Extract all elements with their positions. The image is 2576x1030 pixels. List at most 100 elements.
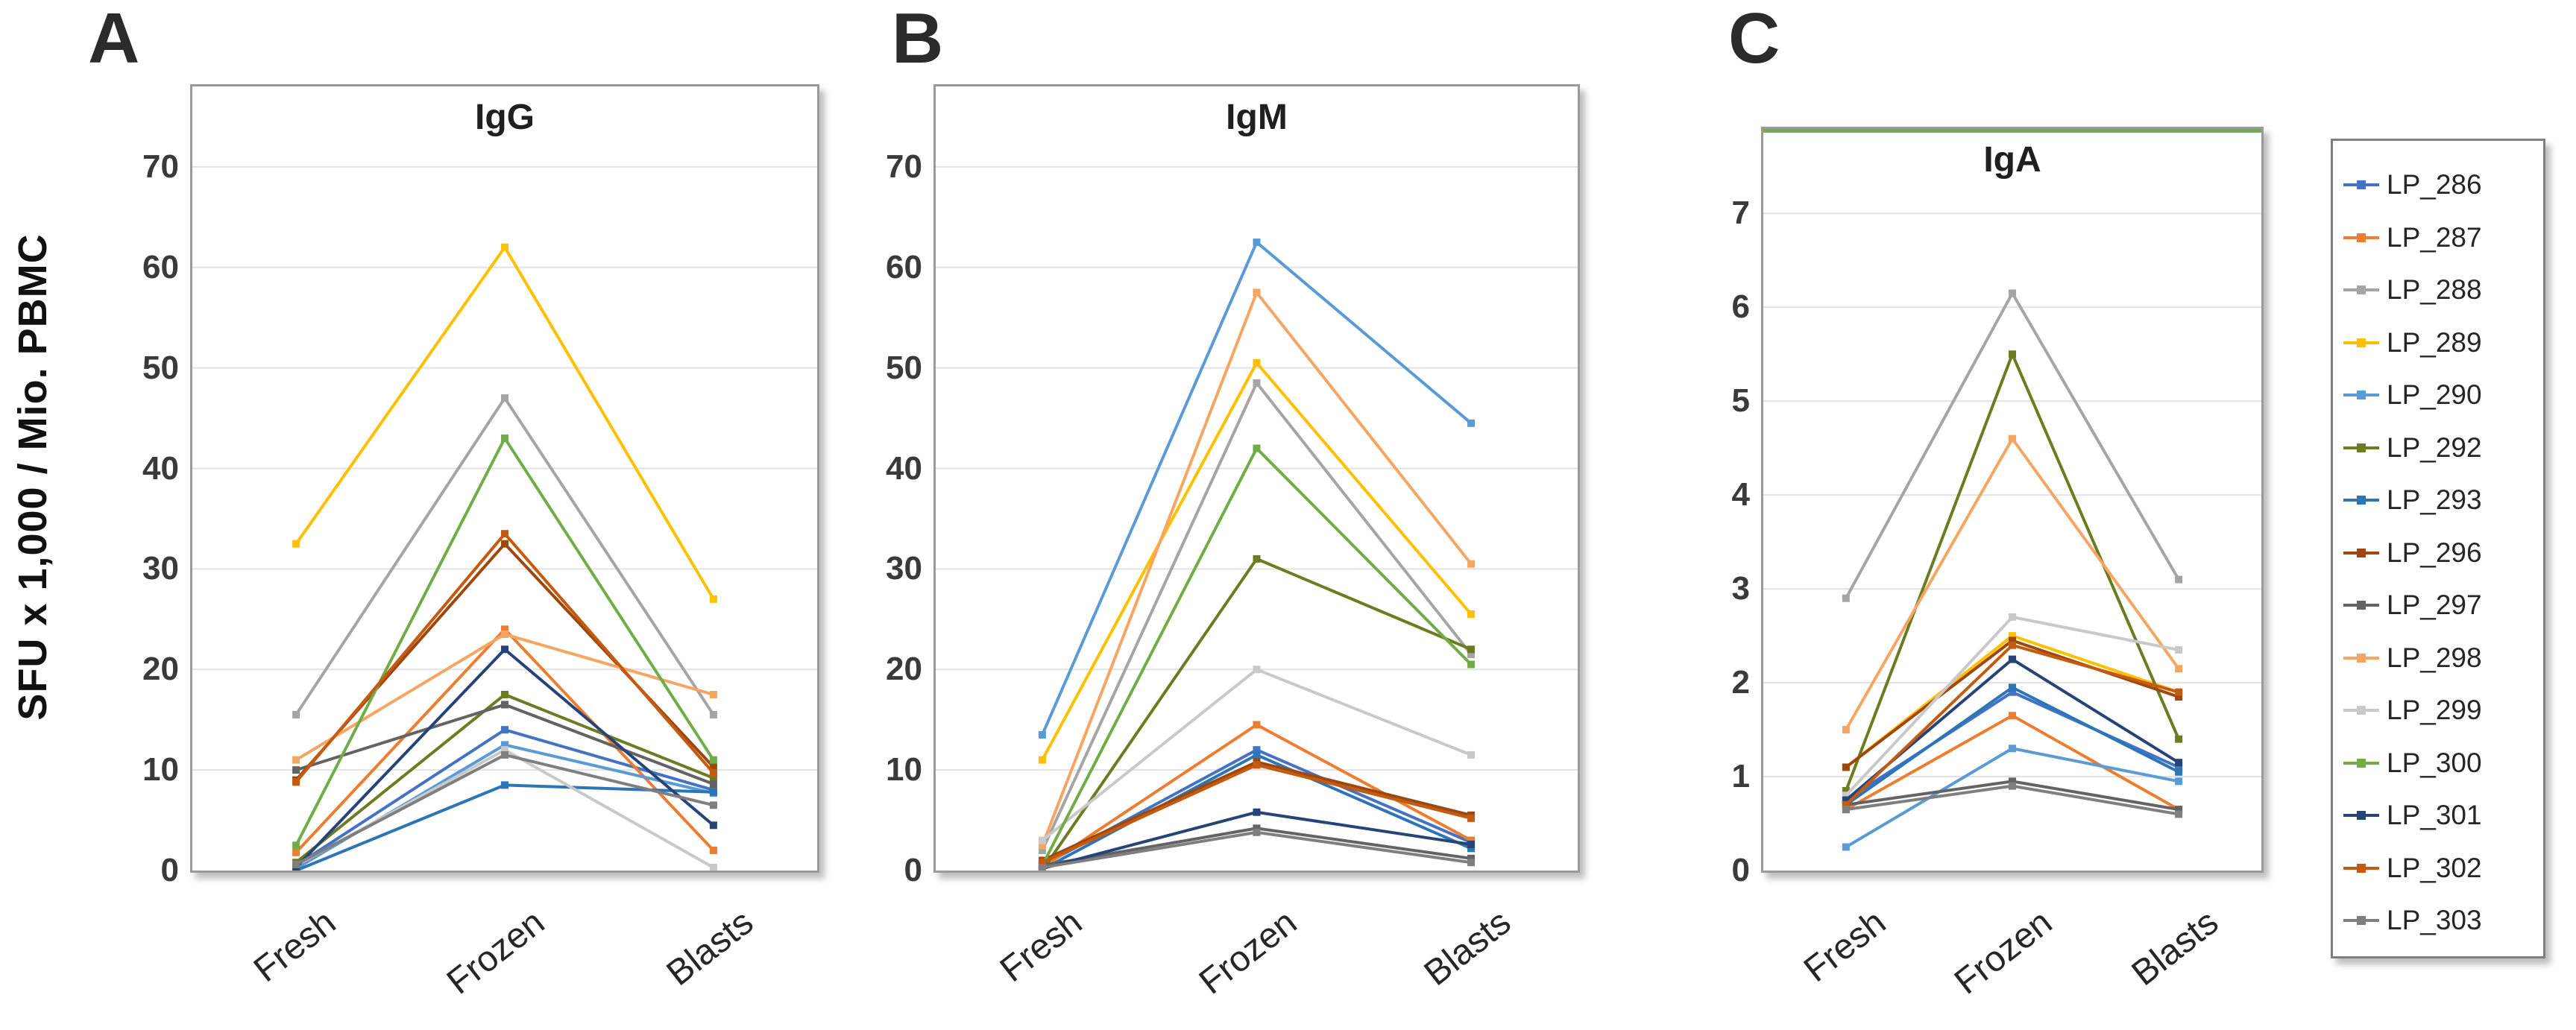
series-marker-LP_296 xyxy=(2175,692,2183,701)
series-marker-LP_292 xyxy=(1467,645,1476,654)
series-marker-LP_299 xyxy=(501,746,508,754)
legend-label: LP_288 xyxy=(2387,274,2482,306)
series-marker-LP_287 xyxy=(1253,721,1261,729)
y-tick-label: 40 xyxy=(886,449,922,487)
series-line-LP_290 xyxy=(295,743,714,871)
series-marker-LP_298 xyxy=(1038,841,1046,850)
legend-item-LP_289: LP_289 xyxy=(2343,317,2543,370)
series-marker-LP_300 xyxy=(501,435,508,443)
y-tick-label: 1 xyxy=(1731,758,1750,795)
series-marker-LP_293 xyxy=(2175,768,2183,776)
series-marker-LP_303 xyxy=(501,751,508,759)
series-line-LP_290 xyxy=(1041,239,1473,736)
legend-swatch-icon xyxy=(2343,863,2379,873)
legend-label: LP_287 xyxy=(2387,221,2482,253)
series-marker-LP_300 xyxy=(292,841,300,850)
series-marker-LP_288 xyxy=(1467,651,1476,659)
y-axis-title: SFU x 1,000 / Mio. PBMC xyxy=(10,233,55,721)
series-marker-LP_290 xyxy=(2175,777,2183,786)
x-category-label: Fresh xyxy=(1796,902,1894,990)
y-tick-label: 20 xyxy=(142,651,179,688)
series-marker-LP_288 xyxy=(2009,289,2016,297)
plot-area-IgA xyxy=(1763,129,2261,851)
series-marker-LP_292 xyxy=(2175,735,2183,743)
y-tick-label: 0 xyxy=(160,852,179,888)
panel-letter-a: A xyxy=(88,0,140,78)
series-marker-LP_290 xyxy=(1038,730,1046,739)
series-marker-LP_293 xyxy=(709,788,717,796)
y-tick-label: 60 xyxy=(886,248,922,285)
series-marker-LP_301 xyxy=(2175,759,2183,767)
legend-label: LP_286 xyxy=(2387,169,2482,200)
series-marker-LP_292 xyxy=(2009,350,2016,358)
plot-area-IgG xyxy=(192,165,817,871)
series-marker-LP_298 xyxy=(2175,665,2183,673)
series-marker-LP_293 xyxy=(2009,683,2016,692)
series-marker-LP_292 xyxy=(1253,555,1261,563)
series-marker-LP_299 xyxy=(1038,836,1046,844)
series-marker-LP_298 xyxy=(1253,288,1261,297)
x-category-label: Blasts xyxy=(659,902,761,994)
series-marker-LP_286 xyxy=(1253,746,1261,754)
series-marker-LP_298 xyxy=(1467,560,1476,568)
series-marker-LP_302 xyxy=(2175,688,2183,696)
series-marker-LP_302 xyxy=(2009,641,2016,649)
legend-item-LP_293: LP_293 xyxy=(2343,474,2543,527)
panel-letter-b: B xyxy=(892,0,944,78)
series-marker-LP_301 xyxy=(501,645,508,654)
series-marker-LP_296 xyxy=(709,763,717,771)
series-marker-LP_299 xyxy=(1253,666,1261,674)
series-marker-LP_303 xyxy=(1253,828,1261,836)
series-marker-LP_297 xyxy=(292,766,300,774)
series-marker-LP_290 xyxy=(1467,419,1476,427)
legend-swatch-icon xyxy=(2343,496,2379,505)
legend-swatch-icon xyxy=(2343,180,2379,190)
y-tick-label: 70 xyxy=(886,148,922,185)
legend-swatch-icon xyxy=(2343,601,2379,610)
series-marker-LP_301 xyxy=(1253,808,1261,816)
series-marker-LP_288 xyxy=(709,710,717,718)
y-tick-label: 0 xyxy=(904,852,922,888)
legend-item-LP_300: LP_300 xyxy=(2343,737,2543,790)
chart-igg-title: IgG xyxy=(475,98,535,137)
legend-label: LP_292 xyxy=(2387,432,2482,463)
legend-item-LP_287: LP_287 xyxy=(2343,212,2543,265)
series-marker-LP_298 xyxy=(1842,726,1850,734)
series-line-LP_288 xyxy=(1845,290,2180,599)
y-tick-label: 60 xyxy=(142,248,179,285)
legend-swatch-icon xyxy=(2343,653,2379,663)
series-marker-LP_302 xyxy=(501,530,508,538)
legend-item-LP_303: LP_303 xyxy=(2343,894,2543,947)
legend-item-LP_298: LP_298 xyxy=(2343,632,2543,685)
chart-igg: IgG 0 10 20 30 40 50 60 70 Fresh Frozen Blasts xyxy=(142,84,819,1002)
series-marker-LP_286 xyxy=(501,726,508,734)
series-marker-LP_289 xyxy=(709,595,717,603)
series-line-LP_288 xyxy=(1041,380,1473,851)
series-marker-LP_302 xyxy=(1038,859,1046,867)
y-tick-label: 7 xyxy=(1731,195,1750,232)
legend-swatch-icon xyxy=(2343,706,2379,715)
series-marker-LP_303 xyxy=(1467,859,1476,867)
series-line-LP_293 xyxy=(295,783,714,871)
legend-swatch-icon xyxy=(2343,758,2379,768)
series-marker-LP_298 xyxy=(501,631,508,639)
series-marker-LP_289 xyxy=(1038,756,1046,764)
chart-igm: IgM 0 10 20 30 40 50 60 70 Fresh Frozen Blasts xyxy=(886,84,1580,1002)
series-marker-LP_301 xyxy=(1467,840,1476,848)
series-marker-LP_299 xyxy=(1842,792,1850,800)
y-tick-label: 40 xyxy=(142,449,179,487)
legend-swatch-icon xyxy=(2343,548,2379,557)
legend-swatch-icon xyxy=(2343,811,2379,821)
chart-iga: IgA 0 1 2 3 4 5 6 7 Fresh Frozen Blasts xyxy=(1732,127,2264,1002)
series-marker-LP_288 xyxy=(1038,847,1046,855)
legend: LP_286 LP_287 LP_288 LP_289 LP_290 LP_292 LP_2… xyxy=(2331,139,2545,958)
series-marker-LP_288 xyxy=(501,394,508,402)
x-category-label: Blasts xyxy=(1417,902,1519,994)
y-tick-label: 70 xyxy=(142,148,179,185)
series-marker-LP_296 xyxy=(1842,763,1850,771)
series-marker-LP_302 xyxy=(1842,800,1850,809)
series-marker-LP_298 xyxy=(2009,435,2016,443)
y-tick-label: 30 xyxy=(142,550,179,587)
legend-swatch-icon xyxy=(2343,285,2379,295)
